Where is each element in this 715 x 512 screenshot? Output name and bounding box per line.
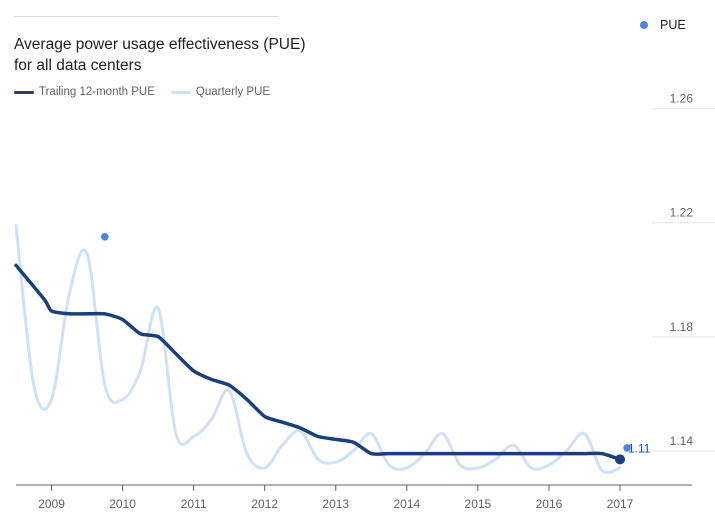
chart-title-line-2: for all data centers: [14, 57, 142, 74]
x-tick-label-2015: 2015: [465, 497, 492, 511]
pue-legend-label: PUE: [660, 18, 686, 32]
series-legend: Trailing 12-month PUE Quarterly PUE: [14, 86, 286, 98]
x-tick-label-2013: 2013: [322, 497, 349, 511]
pue-legend-dot-icon: [640, 21, 648, 29]
x-tick-label-2011: 2011: [181, 497, 207, 511]
x-tick-label-2016: 2016: [536, 497, 563, 511]
data-points: 1.11: [101, 232, 651, 465]
chart-title: Average power usage effectiveness (PUE) …: [14, 34, 314, 76]
legend-item-trailing[interactable]: Trailing 12-month PUE: [14, 86, 155, 98]
y-tick-label-1: 1.22: [670, 206, 694, 220]
y-tick-label-0: 1.26: [670, 92, 694, 106]
x-tick-label-2010: 2010: [109, 497, 136, 511]
top-rule: [14, 16, 279, 17]
pue-point-0: [101, 232, 109, 241]
y-tick-label-2: 1.18: [670, 320, 694, 334]
legend-swatch-trailing: [14, 90, 34, 94]
x-axis: [16, 484, 692, 491]
x-tick-label-2012: 2012: [251, 497, 278, 511]
tick-labels: 1.26 1.22 1.18 1.14 2009 2010 2011 2012 2013 2014…: [38, 92, 693, 511]
pue-legend[interactable]: PUE: [640, 18, 686, 32]
y-tick-label-3: 1.14: [670, 434, 694, 448]
x-tick-label-2017: 2017: [607, 497, 634, 511]
pue-point-1: [623, 444, 631, 452]
series-lines: [14, 223, 622, 475]
series-line-quarterly: [14, 223, 622, 475]
series-line-trailing: [14, 263, 622, 462]
chart-title-line-1: Average power usage effectiveness (PUE): [14, 36, 306, 53]
end-point-marker: [615, 454, 625, 465]
legend-item-quarterly[interactable]: Quarterly PUE: [170, 86, 271, 98]
x-tick-label-2009: 2009: [38, 497, 65, 511]
legend-label-quarterly: Quarterly PUE: [195, 86, 271, 98]
x-tick-label-2014: 2014: [393, 497, 420, 511]
end-point-label: 1.11: [628, 441, 651, 455]
legend-label-trailing: Trailing 12-month PUE: [39, 86, 155, 98]
gridlines: [652, 108, 715, 452]
legend-swatch-quarterly: [170, 90, 191, 94]
